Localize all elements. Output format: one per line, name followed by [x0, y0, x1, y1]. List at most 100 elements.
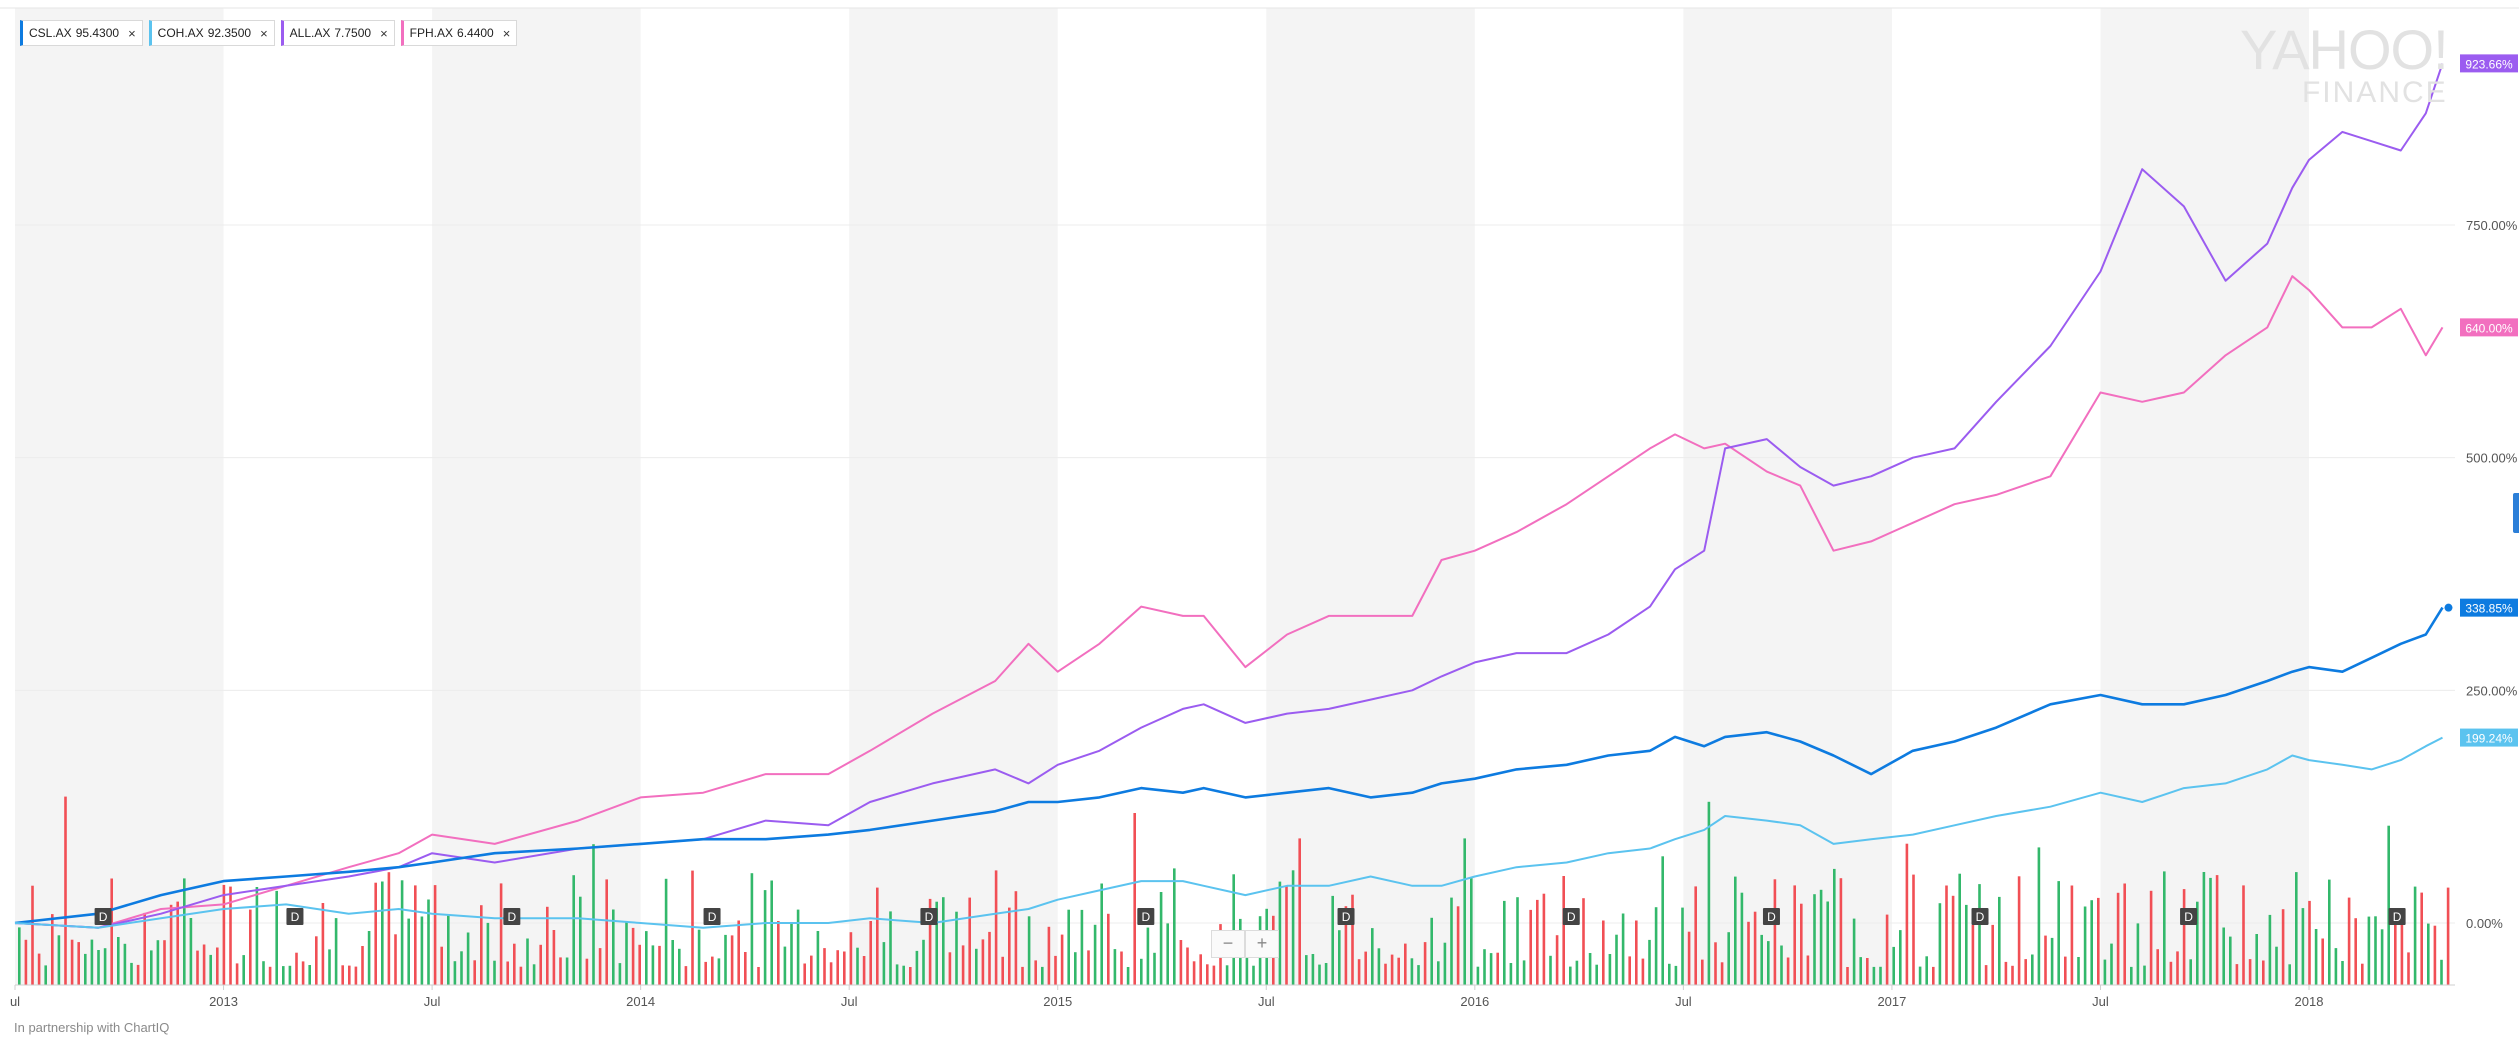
volume-bar: [1371, 928, 1374, 985]
volume-bar: [1740, 892, 1744, 985]
end-label-text: 923.66%: [2465, 57, 2513, 71]
volume-bar: [57, 935, 61, 985]
volume-bar: [1628, 956, 1631, 985]
volume-bar: [750, 873, 754, 985]
series-lines: [14, 63, 2444, 929]
volume-bar: [2090, 900, 2093, 985]
zoom-in-button[interactable]: +: [1245, 930, 1279, 958]
volume-bar: [1892, 946, 1895, 985]
legend-chip-fph[interactable]: FPH.AX 6.4400 ×: [400, 20, 518, 46]
volume-bar: [2064, 956, 2067, 985]
volume-bar: [902, 965, 905, 985]
dividend-label: D: [708, 910, 717, 924]
series-line-coh.ax: [14, 736, 2443, 929]
volume-bar: [381, 881, 384, 985]
volume-bar: [301, 961, 305, 985]
volume-bar: [169, 904, 173, 985]
volume-bar: [2407, 952, 2410, 985]
volume-bar: [295, 952, 298, 985]
volume-bar: [1093, 924, 1097, 985]
volume-bar: [922, 939, 925, 985]
volume-bar: [1410, 958, 1414, 985]
series-line-csl.ax: [14, 606, 2444, 925]
volume-bar: [37, 953, 41, 985]
volume-bar: [1681, 907, 1684, 985]
volume-bar: [2130, 966, 2133, 985]
end-label-all.ax: 923.66%: [2460, 54, 2518, 73]
volume-bar: [810, 955, 813, 985]
volume-bar: [1364, 951, 1367, 985]
panel-resize-handle[interactable]: [2513, 493, 2519, 533]
volume-bar: [565, 957, 569, 985]
volume-bar: [1872, 966, 1876, 985]
volume-bar: [1509, 963, 1513, 985]
watermark-line-2: FINANCE: [2301, 76, 2448, 109]
last-price-dot: [2444, 603, 2453, 612]
volume-bar: [2248, 959, 2252, 985]
volume-bar: [1542, 893, 1546, 985]
legend-chip-all[interactable]: ALL.AX 7.7500 ×: [280, 20, 395, 46]
volume-bar: [849, 932, 853, 985]
volume-bar: [2057, 881, 2060, 985]
x-tick-label: Jul: [2092, 994, 2109, 1009]
volume-bar: [895, 964, 899, 985]
volume-bar: [836, 950, 839, 985]
legend-chip-csl[interactable]: CSL.AX 95.4300 ×: [20, 20, 143, 46]
volume-bar: [2394, 917, 2397, 985]
volume-bar: [315, 936, 318, 985]
volume-bar: [1357, 959, 1361, 985]
volume-bar: [110, 878, 113, 985]
volume-bar: [955, 911, 958, 985]
volume-bar: [2387, 825, 2390, 985]
close-icon[interactable]: ×: [260, 25, 268, 41]
volume-bar: [460, 951, 463, 985]
zoom-out-button[interactable]: −: [1211, 930, 1245, 958]
volume-bar: [876, 887, 879, 985]
volume-bar: [1859, 957, 1862, 985]
volume-bar: [209, 954, 212, 985]
volume-bar: [645, 931, 648, 985]
volume-bar: [1021, 966, 1024, 985]
end-label-text: 640.00%: [2465, 321, 2513, 335]
close-icon[interactable]: ×: [380, 25, 388, 41]
volume-bar: [1126, 967, 1130, 985]
volume-bar: [1674, 965, 1678, 985]
volume-bar: [539, 944, 542, 985]
volume-bar: [216, 947, 219, 985]
volume-bar: [585, 958, 589, 985]
volume-bar: [348, 965, 351, 985]
dividend-label: D: [1342, 910, 1351, 924]
close-icon[interactable]: ×: [502, 25, 511, 41]
dividend-box: [94, 908, 112, 925]
volume-bar: [1899, 930, 1902, 985]
volume-bar: [909, 967, 912, 985]
volume-bar: [1714, 942, 1717, 985]
volume-bar: [2136, 923, 2140, 985]
x-tick-label: 2015: [1043, 994, 1072, 1009]
volume-bar: [1720, 962, 1724, 985]
volume-bar: [97, 950, 100, 985]
volume-bar: [1998, 896, 2001, 985]
volume-bar: [1450, 897, 1453, 985]
y-axis: 0.00% 250.00% 500.00% 750.00%: [2466, 218, 2518, 931]
close-icon[interactable]: ×: [128, 25, 136, 41]
volume-bar: [1701, 959, 1704, 985]
volume-bar: [2367, 916, 2371, 985]
dividend-marker: D: [2388, 908, 2406, 925]
dividend-marker: D: [94, 908, 112, 925]
x-tick-label: Jul: [1675, 994, 1692, 1009]
volume-bar: [1852, 918, 1856, 985]
volume-bar: [1430, 917, 1433, 985]
legend-symbol: ALL.AX: [289, 26, 331, 40]
volume-bar: [1588, 953, 1592, 985]
volume-bar: [777, 921, 780, 985]
volume-bar: [1978, 884, 1981, 985]
volume-bar: [2262, 960, 2265, 985]
legend-chip-coh[interactable]: COH.AX 92.3500 ×: [148, 20, 275, 46]
volume-bar: [1529, 909, 1532, 985]
volume-bar: [2163, 871, 2166, 985]
volume-bar: [2295, 872, 2298, 985]
volume-bar: [255, 887, 259, 985]
volume-bar: [612, 909, 615, 985]
